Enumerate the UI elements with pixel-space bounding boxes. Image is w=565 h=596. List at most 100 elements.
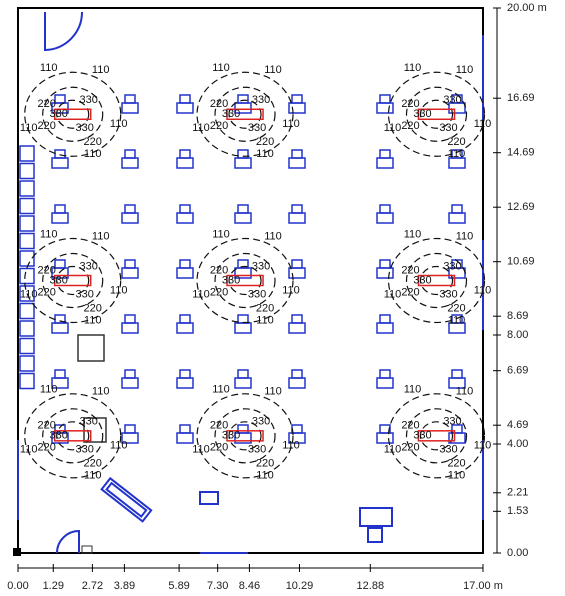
contour-label: 220 bbox=[447, 302, 465, 314]
monitor bbox=[379, 369, 391, 379]
contour-label: 110 bbox=[110, 118, 128, 130]
contour-label: 110 bbox=[264, 230, 282, 242]
isolux-contour bbox=[42, 252, 104, 309]
monitor bbox=[54, 149, 66, 159]
isolux-contour bbox=[196, 393, 294, 479]
workstation bbox=[51, 259, 69, 279]
isolux-contour bbox=[56, 421, 90, 451]
workstation bbox=[176, 94, 194, 114]
door-bottom bbox=[56, 529, 80, 554]
desk bbox=[376, 212, 394, 224]
contour-label: 330 bbox=[80, 94, 98, 106]
contour-label: 220 bbox=[256, 136, 274, 148]
desk bbox=[176, 157, 194, 169]
x-tick-label: 5.89 bbox=[168, 580, 189, 592]
desk bbox=[51, 377, 69, 389]
workstation bbox=[448, 314, 466, 334]
luminaire bbox=[417, 108, 456, 121]
contour-label: 110 bbox=[282, 440, 300, 452]
y-tick-label: 4.00 bbox=[507, 438, 528, 450]
desk bbox=[234, 102, 252, 114]
contour-label: 110 bbox=[212, 228, 230, 240]
window-pane bbox=[19, 337, 35, 355]
contour-label: 330 bbox=[413, 430, 431, 442]
y-tick-label: 10.69 bbox=[507, 256, 535, 268]
contour-label: 220 bbox=[256, 302, 274, 314]
window-pane bbox=[19, 215, 35, 232]
luminaire bbox=[53, 108, 92, 121]
isolux-contour bbox=[56, 99, 90, 129]
contour-label: 220 bbox=[38, 286, 56, 298]
desk bbox=[288, 322, 306, 334]
monitor bbox=[179, 259, 191, 269]
window-pane bbox=[19, 320, 35, 337]
desk bbox=[234, 377, 252, 389]
contour-label: 110 bbox=[456, 64, 474, 76]
chair-big bbox=[367, 527, 383, 543]
monitor bbox=[179, 369, 191, 379]
monitor bbox=[451, 204, 463, 214]
desk bbox=[51, 432, 69, 444]
contour-label: 330 bbox=[76, 288, 94, 300]
monitor bbox=[124, 314, 136, 324]
contour-label: 110 bbox=[84, 148, 102, 160]
contour-label: 110 bbox=[192, 288, 210, 300]
workstation bbox=[51, 314, 69, 334]
contour-label: 110 bbox=[92, 386, 110, 398]
desk bbox=[376, 432, 394, 444]
x-tick-label: 12.88 bbox=[357, 580, 385, 592]
desk bbox=[288, 212, 306, 224]
contour-label: 220 bbox=[38, 98, 56, 110]
desk-big bbox=[359, 507, 393, 527]
window-pane bbox=[19, 372, 35, 390]
x-tick-label: 3.89 bbox=[114, 580, 135, 592]
desk bbox=[288, 102, 306, 114]
contour-label: 110 bbox=[456, 386, 474, 398]
workstation bbox=[176, 204, 194, 224]
monitor bbox=[291, 424, 303, 434]
contour-label: 220 bbox=[401, 264, 419, 276]
luminaire bbox=[53, 430, 92, 442]
isolux-contour bbox=[419, 265, 454, 296]
desk bbox=[448, 322, 466, 334]
contour-label: 110 bbox=[404, 228, 422, 240]
workstation bbox=[234, 314, 252, 334]
monitor bbox=[54, 259, 66, 269]
contour-label: 330 bbox=[50, 430, 68, 442]
y-tick-label: 4.69 bbox=[507, 419, 528, 431]
window-pane bbox=[19, 250, 35, 267]
desk bbox=[234, 267, 252, 279]
workstation bbox=[121, 204, 139, 224]
desk bbox=[121, 322, 139, 334]
contour-label: 110 bbox=[256, 148, 274, 160]
contour-label: 110 bbox=[92, 64, 110, 76]
workstation bbox=[234, 204, 252, 224]
contour-label: 110 bbox=[212, 384, 230, 396]
isolux-contour bbox=[419, 421, 454, 451]
workstation bbox=[51, 369, 69, 389]
contour-label: 110 bbox=[404, 384, 422, 396]
isolux-contour bbox=[42, 86, 104, 142]
contour-label: 220 bbox=[210, 98, 228, 110]
contour-label: 110 bbox=[110, 284, 128, 296]
desk bbox=[176, 267, 194, 279]
y-tick-label: 20.00 m bbox=[507, 2, 547, 14]
contour-label: 220 bbox=[210, 420, 228, 432]
isolux-contour bbox=[405, 86, 468, 142]
workstation bbox=[121, 94, 139, 114]
contour-label: 110 bbox=[404, 62, 422, 74]
window-pane bbox=[19, 145, 35, 162]
monitor bbox=[291, 149, 303, 159]
contour-label: 330 bbox=[413, 108, 431, 120]
luminaire bbox=[53, 274, 92, 287]
desk bbox=[51, 267, 69, 279]
workstation bbox=[51, 94, 69, 114]
monitor bbox=[179, 314, 191, 324]
monitor bbox=[179, 424, 191, 434]
desk bbox=[121, 157, 139, 169]
contour-label: 110 bbox=[256, 314, 274, 326]
contour-label: 330 bbox=[80, 416, 98, 428]
x-tick-label: 17.00 m bbox=[463, 580, 503, 592]
contour-label: 110 bbox=[212, 62, 230, 74]
desk bbox=[234, 212, 252, 224]
